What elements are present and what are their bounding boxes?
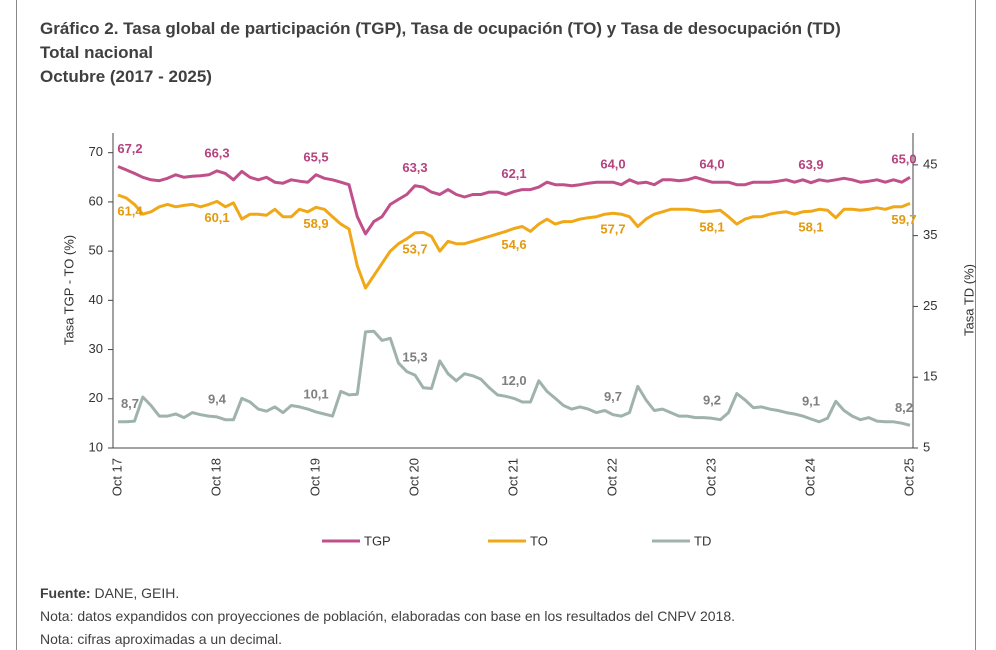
y-tick-label: 40 <box>89 292 103 307</box>
data-label: 62,1 <box>501 166 526 181</box>
y-tick-label: 10 <box>89 439 103 454</box>
legend-label: TO <box>530 533 548 548</box>
data-label: 12,0 <box>501 373 526 388</box>
x-tick-label: Oct 25 <box>901 458 916 496</box>
data-label: 8,7 <box>121 396 139 411</box>
data-label: 64,0 <box>699 157 724 172</box>
y2-tick-label: 25 <box>923 298 937 313</box>
x-tick-label: Oct 18 <box>208 458 223 496</box>
data-label: 66,3 <box>204 145 229 160</box>
data-label: 59,7 <box>891 212 916 227</box>
chart-title: Gráfico 2. Tasa global de participación … <box>40 19 841 38</box>
source: Fuente: DANE, GEIH. <box>40 585 179 601</box>
data-label: 58,1 <box>699 220 724 235</box>
data-label: 9,4 <box>208 391 227 406</box>
data-label: 58,9 <box>303 216 328 231</box>
series-line <box>117 165 911 236</box>
data-label: 10,1 <box>303 386 328 401</box>
y-tick-label: 30 <box>89 341 103 356</box>
data-label: 64,0 <box>600 157 625 172</box>
chart-subtitle: Total nacional <box>40 43 153 62</box>
data-label: 54,6 <box>501 237 526 252</box>
y-axis-title: Tasa TGP - TO (%) <box>61 235 76 345</box>
source-text: DANE, GEIH. <box>91 585 180 601</box>
legend-label: TD <box>694 533 711 548</box>
data-label: 60,1 <box>204 210 229 225</box>
y-tick-label: 20 <box>89 390 103 405</box>
legend-label: TGP <box>364 533 391 548</box>
data-label: 9,2 <box>703 393 721 408</box>
y2-tick-label: 35 <box>923 227 937 242</box>
data-label: 58,1 <box>798 220 823 235</box>
y2-tick-label: 5 <box>923 439 930 454</box>
y-tick-label: 50 <box>89 243 103 258</box>
data-label: 15,3 <box>402 350 427 365</box>
data-label: 63,9 <box>798 157 823 172</box>
note: Nota: datos expandidos con proyecciones … <box>40 608 735 624</box>
series-line <box>118 329 911 427</box>
data-label: 65,0 <box>891 152 916 167</box>
y-tick-label: 70 <box>89 144 103 159</box>
data-label: 67,2 <box>117 141 142 156</box>
data-label: 53,7 <box>402 241 427 256</box>
x-tick-label: Oct 20 <box>406 458 421 496</box>
data-label: 63,3 <box>402 160 427 175</box>
chart-period: Octubre (2017 - 2025) <box>40 67 212 86</box>
data-label: 61,4 <box>117 203 143 218</box>
x-tick-label: Oct 17 <box>109 458 124 496</box>
x-tick-label: Oct 19 <box>307 458 322 496</box>
source-label: Fuente: <box>40 585 91 601</box>
x-tick-label: Oct 22 <box>604 458 619 496</box>
data-label: 8,2 <box>895 400 913 415</box>
note: Nota: cifras aproximadas a un decimal. <box>40 631 282 647</box>
data-label: 57,7 <box>600 222 625 237</box>
y2-tick-label: 15 <box>923 369 937 384</box>
series-line <box>117 193 911 290</box>
y-tick-label: 60 <box>89 193 103 208</box>
data-label: 65,5 <box>303 149 328 164</box>
y2-axis-title: Tasa TD (%) <box>961 264 976 336</box>
frame <box>16 0 976 650</box>
data-label: 9,1 <box>802 393 820 408</box>
y2-tick-label: 45 <box>923 156 937 171</box>
x-tick-label: Oct 23 <box>703 458 718 496</box>
x-tick-label: Oct 24 <box>802 458 817 496</box>
x-tick-label: Oct 21 <box>505 458 520 496</box>
data-label: 9,7 <box>604 389 622 404</box>
